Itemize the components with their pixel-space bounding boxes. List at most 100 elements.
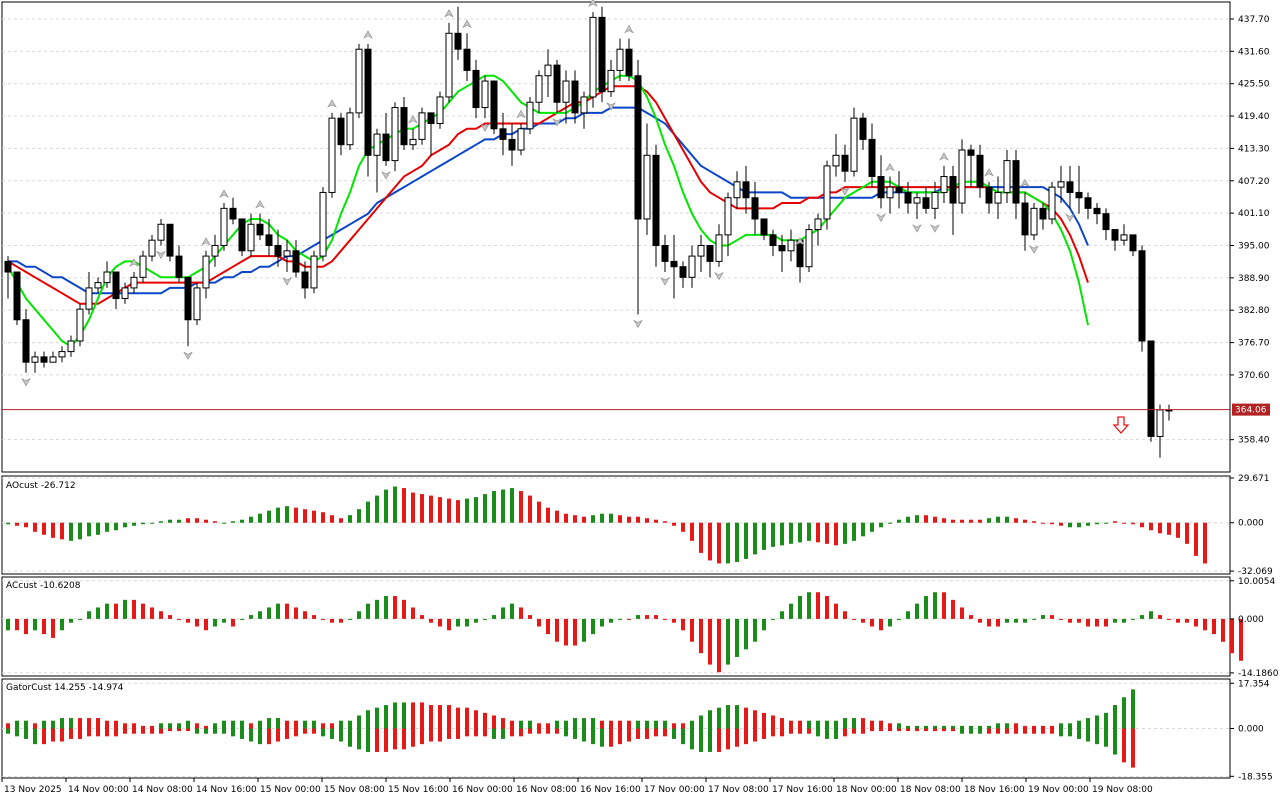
ao-bar	[663, 521, 667, 523]
gator-title: GatorCust 14.255 -14.974	[6, 683, 124, 693]
gator-bar	[1086, 718, 1090, 729]
fractal-down-icon	[930, 224, 940, 233]
candle-body	[571, 80, 579, 114]
gator-bar	[438, 728, 442, 742]
ao-bar	[168, 519, 172, 523]
ao-bar	[699, 522, 703, 553]
gator-bar	[96, 728, 100, 737]
candle	[616, 38, 624, 82]
candle-body	[1138, 250, 1146, 342]
gator-bar	[816, 728, 820, 737]
ao-bar	[735, 522, 739, 562]
gator-bar	[501, 718, 505, 729]
candle	[229, 197, 237, 225]
gator-bar	[519, 720, 523, 729]
ac-bar	[681, 618, 685, 631]
ac-bar	[663, 618, 667, 620]
gator-bar	[852, 718, 856, 729]
ao-bar	[564, 513, 568, 523]
gator-bar	[321, 728, 325, 737]
fractal-up-icon	[201, 237, 211, 246]
ac-bar	[24, 618, 28, 635]
gator-panel[interactable]: 17.354 0.000 -18.355 GatorCust 14.255 -14.…	[1, 678, 1273, 782]
ac-bar	[267, 607, 271, 619]
candle	[193, 282, 201, 326]
candle-body	[121, 287, 129, 300]
gator-bar	[303, 720, 307, 729]
gator-bar	[393, 702, 397, 729]
gator-bar	[168, 723, 172, 729]
candle	[1111, 229, 1119, 251]
gator-bar	[771, 728, 775, 737]
price-panel[interactable]: 437.70 431.60 425.50 419.40 413.30 407.20 401.…	[1, 0, 1270, 473]
ac-bar	[915, 603, 919, 619]
fractal-up-icon	[1020, 178, 1030, 188]
gator-bar	[1005, 723, 1009, 729]
ac-bar	[879, 618, 883, 631]
candle	[1066, 165, 1074, 209]
ao-bar	[1005, 516, 1009, 523]
ac-bar	[402, 599, 406, 619]
candle	[913, 192, 921, 219]
gator-bar	[1095, 715, 1099, 729]
ac-bar	[591, 618, 595, 635]
ac-bar	[258, 611, 262, 619]
ao-bar	[1041, 522, 1045, 524]
candle	[958, 139, 966, 214]
candle	[310, 250, 318, 294]
candle-body	[1039, 207, 1047, 220]
ac-bar	[42, 618, 46, 635]
ao-bar	[771, 522, 775, 547]
fractal-up-icon	[984, 168, 994, 177]
gator-bar	[690, 720, 694, 729]
gator-bar	[438, 705, 442, 729]
ao-bar	[24, 522, 28, 528]
ao-panel[interactable]: 29.671 0.000 -32.069 AOcust -26.712	[1, 474, 1273, 577]
price-tick-label: 401.10	[1238, 209, 1270, 219]
ac-bar	[816, 592, 820, 619]
candle	[688, 245, 696, 288]
gator-bar	[330, 728, 334, 739]
price-tick-label: 431.60	[1238, 47, 1270, 57]
candle	[472, 59, 480, 119]
candle-body	[562, 80, 570, 103]
gator-bar	[609, 720, 613, 729]
ao-bar	[924, 515, 928, 523]
gator-bar	[213, 728, 217, 734]
candle-body	[148, 239, 156, 257]
ao-bar	[1158, 522, 1162, 534]
ac-bar	[1077, 618, 1081, 623]
ao-bar	[627, 516, 631, 523]
gator-bar	[708, 728, 712, 752]
candle-body	[67, 340, 75, 353]
ao-bar	[60, 522, 64, 540]
gator-bar	[60, 728, 64, 742]
candle-body	[841, 154, 849, 172]
candle	[814, 213, 822, 246]
ac-bar	[1203, 618, 1207, 631]
candle-body	[40, 356, 48, 363]
ac-panel[interactable]: 10.0054 0.000 -14.1860 ACcust -10.6208	[1, 576, 1279, 679]
candle-body	[652, 154, 660, 246]
ao-bar	[888, 522, 892, 524]
fractal-up-icon	[327, 99, 337, 108]
ac-bar	[501, 607, 505, 619]
candle-body	[202, 255, 210, 289]
ac-bar	[753, 618, 757, 642]
fractal-up-icon	[939, 152, 949, 161]
candle-body	[931, 191, 939, 209]
candle-body	[940, 176, 948, 193]
gator-bar	[123, 723, 127, 729]
ao-bar	[492, 491, 496, 523]
candle	[409, 128, 417, 151]
gator-bar	[195, 723, 199, 729]
candle	[76, 303, 84, 347]
gator-bar	[1059, 728, 1063, 737]
candle	[805, 224, 813, 273]
ao-bar	[285, 506, 289, 523]
candle-body	[4, 260, 12, 273]
ao-bar	[906, 516, 910, 523]
ac-bar	[690, 618, 694, 642]
ao-bar	[1032, 521, 1036, 523]
